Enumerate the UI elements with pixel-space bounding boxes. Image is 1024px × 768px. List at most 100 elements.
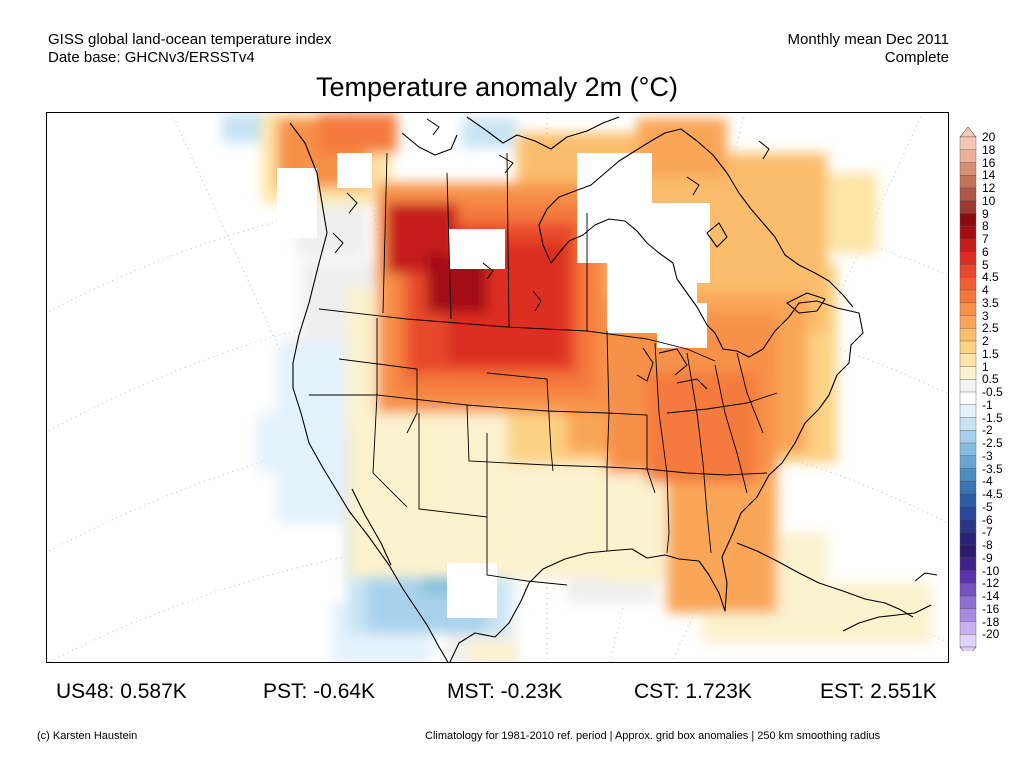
scale-swatch (959, 570, 977, 584)
scale-label: -6 (982, 512, 993, 527)
scale-swatch (959, 162, 977, 176)
scale-label: -2.5 (982, 436, 1003, 450)
stat-est: EST: 2.551K (820, 680, 937, 703)
scale-label: 2.5 (982, 321, 999, 336)
scale-label: -4 (982, 474, 993, 489)
scale-swatch (959, 634, 977, 648)
scale-swatch (959, 519, 977, 533)
scale-swatch (959, 404, 977, 418)
political-boundaries (309, 152, 778, 586)
scale-swatch (959, 187, 977, 202)
completeness-label: Complete (884, 49, 949, 66)
lakes-islands (332, 118, 770, 390)
scale-label: 14 (982, 168, 996, 183)
map-title: Temperature anomaly 2m (°C) (316, 72, 678, 102)
scale-swatch (959, 340, 977, 355)
scale-label: -12 (982, 576, 1000, 591)
scale-swatch (959, 264, 977, 278)
scale-swatch (959, 353, 977, 367)
database-label: Date base: GHCNv3/ERSSTv4 (48, 49, 255, 66)
scale-swatch (959, 583, 977, 597)
scale-label: -0.5 (982, 385, 1003, 399)
scale-label: 12 (982, 181, 996, 195)
scale-swatch (959, 149, 977, 163)
scale-arrow-bottom (959, 646, 977, 651)
scale-swatch (959, 238, 977, 253)
scale-label: -9 (982, 550, 993, 565)
scale-label: -16 (982, 601, 1000, 616)
scale-swatch (959, 315, 977, 329)
scale-swatch (959, 226, 977, 240)
scale-label: 6 (982, 244, 989, 259)
scale-label: -10 (982, 563, 1000, 578)
header-right: Monthly mean Dec 2011 Complete (788, 31, 949, 67)
scale-label: -1.5 (982, 410, 1003, 425)
scale-label: 5 (982, 257, 989, 272)
scale-label: -4.5 (982, 487, 1003, 501)
scale-label: -3.5 (982, 461, 1003, 476)
scale-label: -18 (982, 614, 1000, 629)
scale-swatch (959, 366, 977, 380)
scale-swatch (959, 213, 977, 227)
scale-label: 7 (982, 232, 989, 246)
scale-swatch (959, 175, 977, 189)
scale-label: 9 (982, 206, 989, 221)
scale-swatch (959, 391, 977, 406)
scale-label: -14 (982, 589, 1000, 603)
scale-label: 1 (982, 359, 989, 374)
scale-label: -2 (982, 423, 993, 438)
color-scale-bar (959, 127, 977, 651)
scale-label: 8 (982, 219, 989, 234)
scale-swatch (959, 557, 977, 571)
map-canvas (47, 113, 948, 662)
scale-label: 4.5 (982, 270, 999, 285)
scale-label: -20 (982, 627, 1000, 642)
dataset-title: GISS global land-ocean temperature index (48, 31, 332, 48)
methodology-note: Climatology for 1981-2010 ref. period | … (425, 730, 881, 742)
copyright-note: (c) Karsten Haustein (37, 730, 138, 742)
no-data-areas (277, 153, 710, 618)
scale-label: 1.5 (982, 346, 999, 361)
scale-label: 4 (982, 283, 989, 297)
scale-swatch (959, 468, 977, 482)
anomaly-map (46, 112, 949, 663)
scale-swatch (959, 608, 977, 622)
scale-swatch (959, 544, 977, 559)
stat-cst: CST: 1.723K (634, 680, 752, 703)
scale-swatch (959, 442, 977, 457)
scale-label: 0.5 (982, 372, 999, 387)
scale-label: 16 (982, 155, 996, 170)
scale-swatch (959, 302, 977, 316)
scale-label: -7 (982, 525, 993, 540)
scale-label: 3 (982, 308, 989, 323)
scale-swatch (959, 251, 977, 265)
scale-swatch (959, 493, 977, 508)
header-left: GISS global land-ocean temperature index… (48, 31, 332, 67)
scale-label: -3 (982, 448, 993, 463)
scale-swatch (959, 621, 977, 635)
coastlines (289, 116, 938, 662)
scale-swatch (959, 481, 977, 495)
scale-swatch (959, 532, 977, 546)
scale-swatch (959, 455, 977, 469)
period-label: Monthly mean Dec 2011 (787, 31, 949, 48)
stat-mst: MST: -0.23K (447, 680, 563, 703)
scale-label: 2 (982, 334, 989, 348)
stat-pst: PST: -0.64K (263, 680, 376, 703)
scale-swatch (959, 506, 977, 520)
scale-swatch (959, 200, 977, 214)
scale-swatch (959, 136, 977, 151)
scale-label: 3.5 (982, 295, 999, 310)
scale-label: 20 (982, 130, 996, 144)
scale-arrow-top (959, 127, 977, 138)
scale-swatch (959, 595, 977, 610)
scale-label: 10 (982, 193, 996, 208)
scale-label: 18 (982, 142, 996, 157)
scale-swatch (959, 430, 977, 444)
scale-label: -8 (982, 538, 993, 552)
scale-swatch (959, 379, 977, 393)
scale-swatch (959, 277, 977, 291)
scale-swatch (959, 417, 977, 431)
scale-label: -1 (982, 397, 993, 412)
scale-swatch (959, 328, 977, 342)
